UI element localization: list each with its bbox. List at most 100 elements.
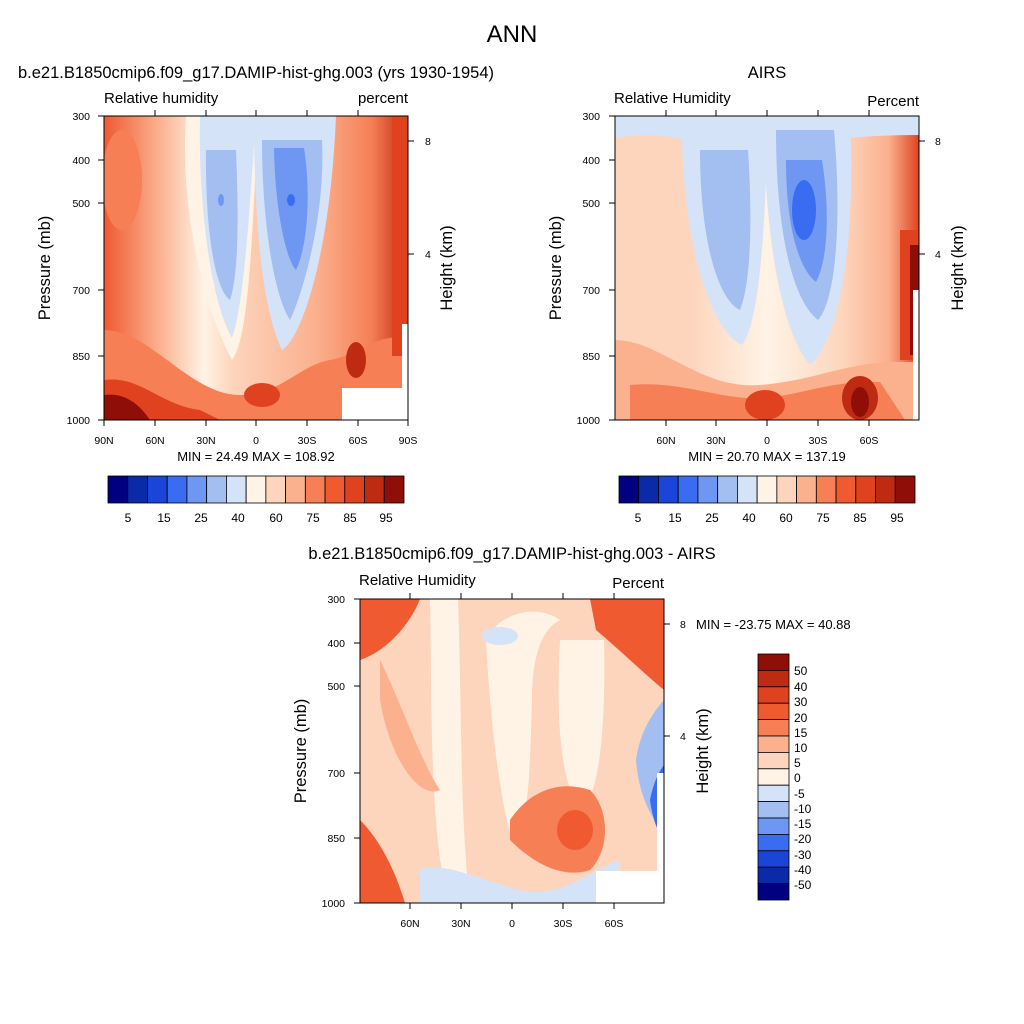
colorbar-swatch: [285, 475, 306, 504]
panel-model-missing-1: [342, 388, 408, 420]
panel-model-xtick: 90N: [94, 435, 113, 447]
panel-obs-y2label: Height (km): [949, 225, 967, 310]
colorbar-swatch: [875, 475, 896, 504]
colorbar-swatch: [206, 475, 227, 504]
colorbar-swatch: [796, 475, 817, 504]
colorbar-diff-label: 5: [794, 756, 801, 770]
panel-diff-title: b.e21.B1850cmip6.f09_g17.DAMIP-hist-ghg.…: [308, 545, 715, 563]
colorbar-diff-label: -20: [794, 832, 812, 846]
panel-diff-top-pos-s: [590, 599, 664, 690]
colorbar-swatch: [756, 475, 778, 504]
panel-diff-y2label: Height (km): [694, 708, 712, 793]
colorbar-swatch: [265, 475, 287, 504]
colorbar-model-label: 60: [269, 511, 283, 525]
panel-diff-xtick: 30N: [451, 918, 470, 930]
colorbar-obs-label: 60: [779, 511, 793, 525]
colorbar-swatch: [737, 475, 758, 504]
panel-diff-xtick: 60S: [605, 918, 624, 930]
panel-diff-near-zero-n: [430, 599, 470, 903]
panel-model-axes: [98, 110, 414, 426]
panel-diff-near-zero-s: [558, 640, 605, 810]
panel-obs-missing-1: [913, 290, 919, 420]
panel-obs-axes: [609, 110, 925, 426]
panel-obs-right-label: Percent: [867, 93, 920, 110]
panel-model: b.e21.B1850cmip6.f09_g17.DAMIP-hist-ghg.…: [18, 64, 494, 525]
panel-model-xtick: 60N: [145, 435, 164, 447]
panel-diff-axes: [354, 593, 670, 909]
colorbar-model-label: 75: [306, 511, 320, 525]
panel-model-ylabel: Pressure (mb): [36, 216, 54, 321]
colorbar-swatch: [364, 475, 385, 504]
panel-model-ytick: 300: [72, 111, 90, 123]
panel-obs-ytick: 700: [582, 285, 600, 297]
colorbar-swatch: [757, 784, 790, 803]
colorbar-swatch: [638, 475, 659, 504]
panel-model-moist-top-n: [104, 130, 142, 230]
colorbar-swatch: [245, 475, 267, 504]
panel-diff-sfc-pos: [360, 820, 405, 903]
panel-obs-y2tick: 8: [935, 136, 941, 148]
colorbar-swatch: [717, 475, 738, 504]
colorbar-diff-label: -40: [794, 863, 812, 877]
colorbar-swatch: [757, 670, 790, 688]
panel-model-xtick: 30S: [298, 435, 317, 447]
panel-model-left-label: Relative humidity: [104, 90, 219, 107]
panel-model-moist-eq: [244, 383, 280, 407]
colorbar-swatch: [757, 702, 790, 721]
panel-obs-xtick: 60N: [656, 435, 675, 447]
colorbar-swatch: [147, 475, 168, 504]
panel-diff-ytick: 300: [327, 594, 345, 606]
panel-obs-ytick: 400: [582, 155, 600, 167]
panel-model-xtick: 90S: [399, 435, 418, 447]
colorbar-swatch: [757, 752, 790, 770]
panel-diff: b.e21.B1850cmip6.f09_g17.DAMIP-hist-ghg.…: [292, 545, 851, 930]
panel-obs-moist-60s-core: [851, 387, 869, 417]
colorbar-model-labels: 5 15 25 40 60 75 85 95: [125, 511, 393, 525]
colorbar-swatch: [855, 475, 876, 504]
colorbar-swatch: [618, 475, 640, 504]
panel-model-moist-55s: [346, 342, 366, 378]
colorbar-model-label: 5: [125, 511, 132, 525]
colorbar-obs-labels: 5 15 25 40 60 75 85 95: [635, 511, 904, 525]
colorbar-obs-label: 75: [816, 511, 830, 525]
colorbar-swatch: [815, 475, 837, 504]
panel-model-title: b.e21.B1850cmip6.f09_g17.DAMIP-hist-ghg.…: [18, 64, 494, 82]
panel-model-y2tick: 4: [425, 249, 431, 261]
panel-obs-moist-eq: [745, 390, 785, 420]
panel-obs-title: AIRS: [748, 64, 787, 82]
colorbar-model-label: 25: [194, 511, 208, 525]
panel-obs: AIRS Relative Humidity Percent: [547, 64, 967, 525]
colorbar-swatch: [757, 653, 790, 671]
colorbar-model: [107, 475, 405, 504]
colorbar-swatch: [383, 475, 405, 504]
colorbar-swatch: [697, 475, 719, 504]
panel-model-right-label: percent: [358, 90, 409, 107]
panel-model-moist-sfc: [104, 330, 408, 420]
colorbar-swatch: [757, 686, 790, 704]
panel-diff-stats: MIN = -23.75 MAX = 40.88: [696, 617, 851, 632]
colorbar-obs-label: 5: [635, 511, 642, 525]
colorbar-diff: [757, 653, 790, 901]
page-title: ANN: [487, 21, 538, 48]
colorbar-swatch: [166, 475, 188, 504]
panel-obs-ytick: 500: [582, 198, 600, 210]
panel-obs-dry-min: [792, 180, 816, 240]
panel-model-dry-min: [287, 194, 295, 206]
panel-model-stats: MIN = 24.49 MAX = 108.92: [177, 449, 335, 464]
panel-model-y2label: Height (km): [438, 225, 456, 310]
panel-obs-ytick: 300: [582, 111, 600, 123]
colorbar-swatch: [324, 475, 346, 504]
colorbar-swatch: [344, 475, 365, 504]
colorbar-swatch: [186, 475, 208, 504]
panel-obs-y2tick: 4: [935, 249, 941, 261]
colorbar-swatch: [757, 735, 790, 753]
panel-diff-field: [359, 598, 665, 904]
panel-obs-xtick: 30S: [809, 435, 828, 447]
panel-model-y2tick: 8: [425, 136, 431, 148]
colorbar-swatch: [757, 817, 790, 835]
colorbar-obs-label: 85: [853, 511, 867, 525]
colorbar-swatch: [835, 475, 857, 504]
panel-model-ytick: 1000: [67, 415, 91, 427]
panel-diff-xtick: 0: [509, 918, 515, 930]
panel-model-missing-2: [402, 324, 408, 420]
